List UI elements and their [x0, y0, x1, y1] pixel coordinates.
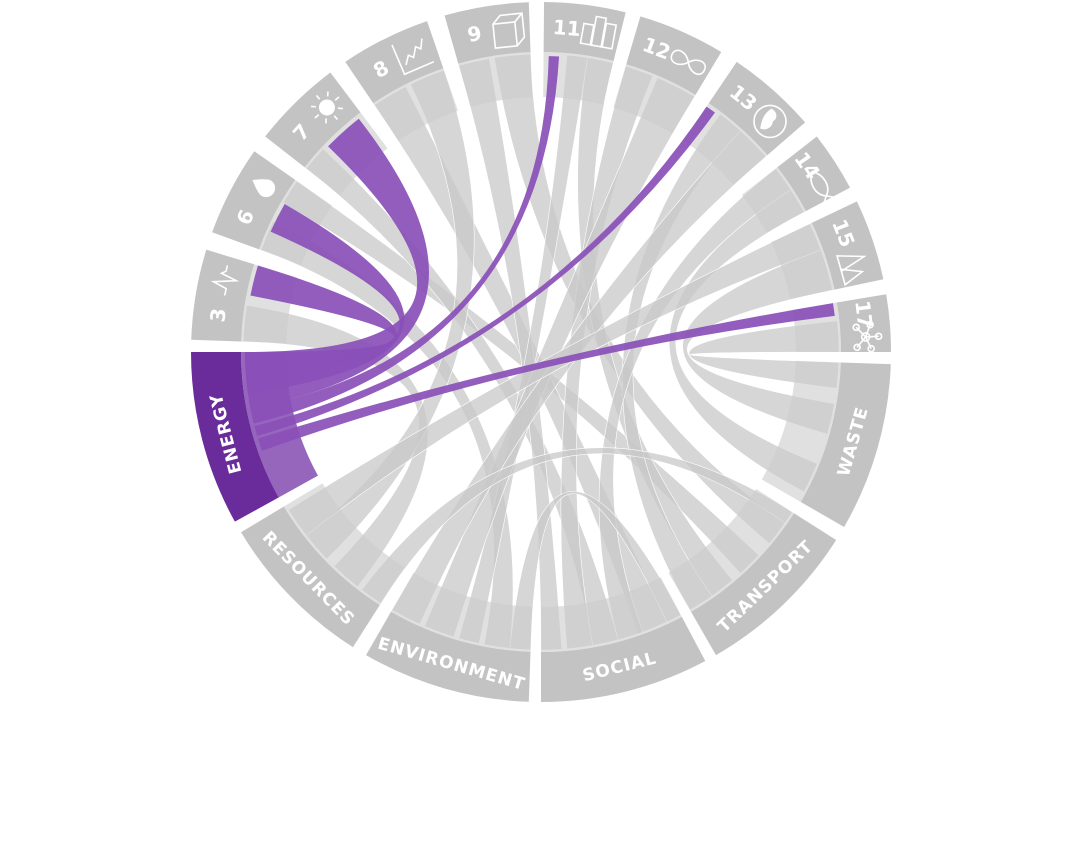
infinity-icon	[670, 49, 706, 75]
sdg11-inner-ring	[543, 52, 614, 105]
segment-sdg9[interactable]	[444, 2, 531, 64]
sdg12-inner-ring	[613, 64, 696, 134]
sdg9-inner-ring	[458, 52, 533, 107]
segment-sdg7[interactable]	[265, 72, 361, 168]
buildings-icon	[579, 15, 618, 50]
chord-energy-7[interactable]	[245, 118, 430, 409]
waste-inner-ring	[761, 360, 841, 502]
chord-energy-3[interactable]	[245, 265, 397, 373]
sdg-number-11: 11	[552, 15, 582, 41]
resources-inner-ring	[283, 483, 404, 606]
sdg15-inner-ring	[771, 222, 835, 299]
sdg-number-3: 3	[205, 307, 230, 324]
segment-environment[interactable]	[366, 611, 531, 702]
chord-energy-17[interactable]	[257, 303, 835, 451]
social-inner-ring	[541, 577, 682, 652]
water-drop-icon	[252, 179, 276, 198]
segment-sdg17[interactable]	[836, 294, 891, 352]
trees-icon	[835, 255, 867, 287]
heartbeat-icon	[210, 265, 240, 296]
segment-social[interactable]	[541, 616, 706, 702]
segment-sdg11[interactable]	[543, 2, 626, 61]
transport-inner-ring	[668, 489, 795, 612]
growth-chart-icon	[391, 38, 435, 76]
fish-icon	[810, 170, 838, 207]
chords-background	[242, 53, 840, 651]
chord-energy-11[interactable]	[250, 56, 560, 424]
segment-sdg6[interactable]	[212, 151, 296, 250]
segments	[191, 2, 891, 702]
segment-transport[interactable]	[691, 513, 837, 656]
chords-highlighted	[245, 56, 835, 451]
segment-sdg12[interactable]	[626, 16, 722, 95]
segment-resources[interactable]	[240, 506, 380, 648]
segment-sdg8[interactable]	[345, 21, 444, 104]
segment-energy[interactable]	[191, 352, 279, 522]
sun-icon	[310, 91, 343, 124]
sdg-number-9: 9	[465, 21, 484, 47]
cube-icon	[492, 12, 526, 49]
chord-energy-6[interactable]	[245, 204, 405, 394]
environment-inner-ring	[391, 572, 533, 652]
sdg8-inner-ring	[373, 68, 458, 141]
segment-waste[interactable]	[800, 362, 891, 527]
segment-sdg15[interactable]	[811, 201, 884, 290]
sdg14-inner-ring	[741, 167, 806, 233]
network-icon	[852, 320, 883, 353]
segment-sdg3[interactable]	[191, 249, 255, 342]
segment-sdg14[interactable]	[777, 136, 851, 212]
globe-icon	[753, 104, 787, 139]
chord	[361, 447, 793, 604]
